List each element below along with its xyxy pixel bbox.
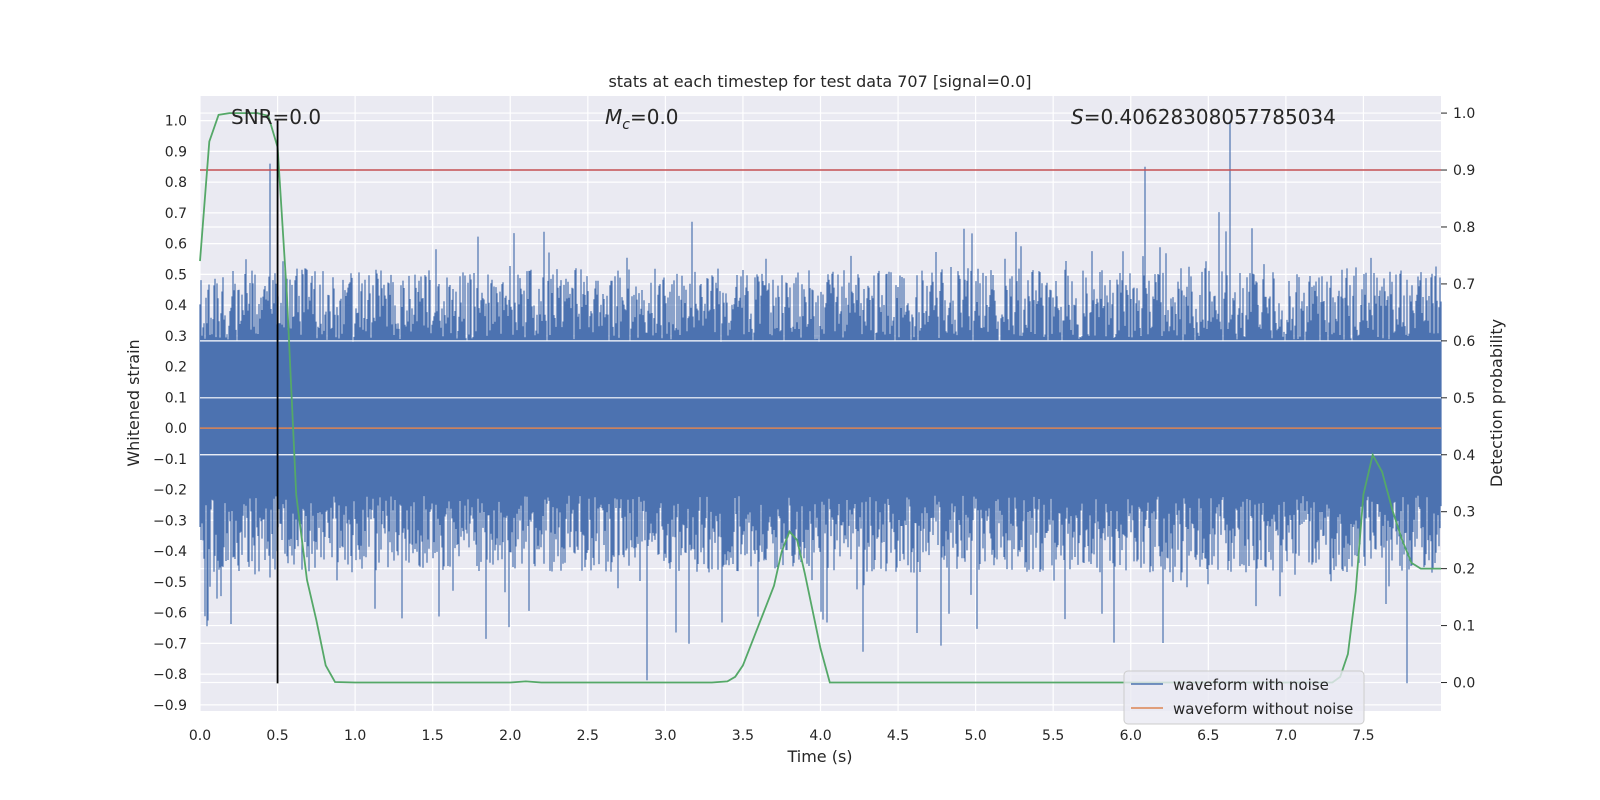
y-tick-label: −0.6 [153, 606, 187, 622]
y-tick-label: 1.0 [165, 114, 187, 130]
y-axis-label: Whitened strain [124, 339, 143, 466]
y-tick-label: −0.4 [153, 544, 187, 560]
s-value: =0.40628308057785034 [1084, 105, 1336, 129]
y-tick-label: 0.8 [165, 175, 187, 191]
y-tick-label: −0.7 [153, 636, 187, 652]
mc-subscript: c [622, 117, 630, 133]
legend-frame [1123, 670, 1365, 725]
legend-label-noise: waveform with noise [1173, 676, 1329, 694]
y2-tick-label: 0.6 [1453, 334, 1475, 350]
y2-tick-label: 0.8 [1453, 220, 1475, 236]
y-tick-label: 0.5 [165, 267, 187, 283]
y-tick-label: 0.9 [165, 144, 187, 160]
x-tick-label: 0.0 [189, 728, 211, 744]
y-tick-label: 0.2 [165, 360, 187, 376]
s-annotation: S=0.40628308057785034 [1071, 105, 1336, 129]
x-tick-label: 5.0 [964, 728, 986, 744]
y-tick-label: −0.9 [153, 698, 187, 714]
y-tick-label: −0.8 [153, 667, 187, 683]
x-axis-ticks: 0.0 0.5 1.0 1.5 2.0 2.5 3.0 3.5 4.0 4.5 5.0 5.5 6.0 6… [189, 728, 1375, 744]
y2-tick-label: 0.5 [1453, 391, 1475, 407]
noise-core-band [200, 397, 1441, 484]
y-tick-label: −0.5 [153, 575, 187, 591]
x-tick-label: 7.5 [1352, 728, 1374, 744]
mc-symbol: M [605, 105, 622, 129]
x-tick-label: 2.0 [499, 728, 521, 744]
x-tick-label: 1.0 [344, 728, 366, 744]
x-axis-label: Time (s) [786, 747, 852, 766]
y2-tick-label: 0.9 [1453, 163, 1475, 179]
y2-axis-ticks: 0.0 0.1 0.2 0.3 0.4 0.5 0.6 0.7 0.8 0.9 1.0 [1441, 106, 1475, 692]
y2-tick-label: 0.1 [1453, 619, 1475, 635]
x-tick-label: 1.5 [422, 728, 444, 744]
y-tick-label: −0.1 [153, 452, 187, 468]
x-tick-label: 2.5 [577, 728, 599, 744]
detection-probability-line [199, 112, 1441, 684]
y-tick-label: −0.3 [153, 513, 187, 529]
y-tick-label: 0.4 [165, 298, 187, 314]
x-tick-label: 0.5 [266, 728, 288, 744]
y2-tick-label: 0.4 [1453, 448, 1475, 464]
s-symbol: S [1071, 105, 1084, 129]
series-lines [199, 112, 1441, 684]
y2-tick-label: 0.3 [1453, 505, 1475, 521]
mc-annotation: Mc=0.0 [605, 105, 679, 133]
x-tick-label: 3.0 [654, 728, 676, 744]
snr-annotation: SNR=0.0 [231, 105, 321, 129]
mc-value: =0.0 [630, 105, 679, 129]
y2-tick-label: 0.0 [1453, 676, 1475, 692]
y-tick-label: 0.6 [165, 237, 187, 253]
x-tick-label: 5.5 [1042, 728, 1064, 744]
y-tick-label: 0.0 [165, 421, 187, 437]
y2-tick-label: 0.7 [1453, 277, 1475, 293]
x-tick-label: 4.5 [887, 728, 909, 744]
series-waveform-with-noise [199, 120, 1442, 684]
chart-title: stats at each timestep for test data 707… [608, 72, 1031, 91]
y2-axis-label: Detection probability [1487, 319, 1506, 487]
x-tick-label: 4.0 [809, 728, 831, 744]
x-tick-label: 7.0 [1275, 728, 1297, 744]
y-tick-label: 0.3 [165, 329, 187, 345]
x-tick-label: 3.5 [732, 728, 754, 744]
x-tick-label: 6.0 [1120, 728, 1142, 744]
legend-label-clean: waveform without noise [1173, 700, 1353, 718]
legend: waveform with noise waveform without noi… [1123, 670, 1365, 725]
y-tick-label: 0.7 [165, 206, 187, 222]
y2-tick-label: 0.2 [1453, 562, 1475, 578]
x-tick-label: 6.5 [1197, 728, 1219, 744]
y-axis-ticks: −0.9 −0.8 −0.7 −0.6 −0.5 −0.4 −0.3 −0.2 −0.1 0.0 0… [153, 114, 187, 714]
y-tick-label: −0.2 [153, 483, 187, 499]
y-tick-label: 0.1 [165, 390, 187, 406]
y2-tick-label: 1.0 [1453, 106, 1475, 122]
